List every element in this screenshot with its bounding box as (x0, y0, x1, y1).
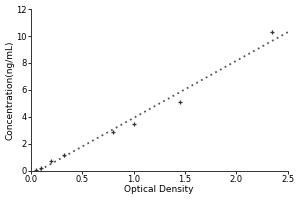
X-axis label: Optical Density: Optical Density (124, 185, 194, 194)
Y-axis label: Concentration(ng/mL): Concentration(ng/mL) (6, 40, 15, 140)
